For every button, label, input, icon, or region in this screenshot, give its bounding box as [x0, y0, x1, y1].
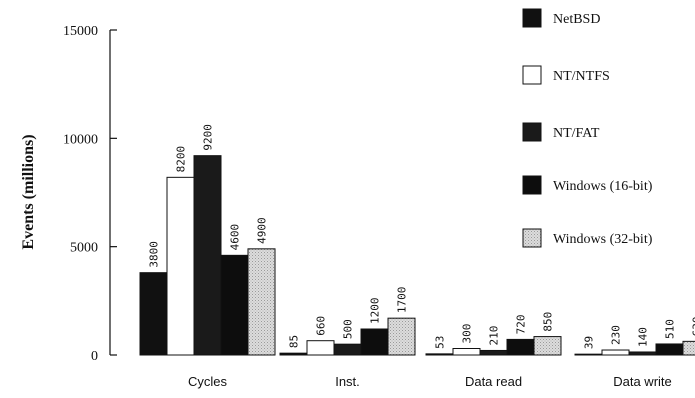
- bar-labels: 3800 8200 9200 4600 4900 85 660 500 1200 1700 53 30…: [147, 124, 695, 349]
- bar: [333, 343, 362, 356]
- bar-value-label: 85: [287, 335, 300, 348]
- bar: [655, 343, 684, 356]
- bar: [139, 272, 168, 356]
- bar: [682, 340, 695, 356]
- bar-value-label: 8200: [174, 146, 187, 173]
- legend-label: NT/FAT: [553, 126, 600, 141]
- legend-swatch: [522, 228, 542, 248]
- category-label: Inst.: [335, 374, 360, 389]
- legend-label: Windows (32-bit): [553, 232, 653, 247]
- bar-value-label: 210: [487, 326, 500, 346]
- category-label: Cycles: [188, 374, 228, 389]
- category-label: Data write: [613, 374, 672, 389]
- bar: [247, 248, 276, 356]
- bar-value-label: 500: [341, 319, 354, 339]
- bar-value-label: 230: [609, 325, 622, 345]
- y-ticks: 0 5000 10000 15000: [63, 24, 117, 364]
- bar-value-label: 1200: [368, 298, 381, 325]
- bar-value-label: 510: [663, 319, 676, 339]
- y-tick-label: 10000: [63, 132, 98, 147]
- bar: [628, 351, 657, 356]
- bar-value-label: 630: [690, 316, 695, 336]
- bar-value-label: 850: [541, 312, 554, 332]
- legend-swatch: [522, 122, 542, 142]
- legend-swatch: [522, 65, 542, 85]
- bar: [166, 176, 195, 356]
- bar-value-label: 300: [460, 324, 473, 344]
- bar-value-label: 660: [314, 316, 327, 336]
- y-axis-label: Events (millions): [20, 134, 37, 249]
- bar: [279, 352, 308, 356]
- bar-value-label: 4600: [228, 224, 241, 251]
- bars: [139, 155, 695, 356]
- legend-label: NT/NTFS: [553, 69, 610, 84]
- bar-value-label: 39: [582, 336, 595, 349]
- bar: [601, 349, 630, 356]
- bar: [452, 348, 481, 356]
- bar: [533, 336, 562, 356]
- category-labels: Cycles Inst. Data read Data write: [188, 374, 672, 389]
- bar: [479, 349, 508, 356]
- category-label: Data read: [465, 374, 522, 389]
- legend-label: Windows (16-bit): [553, 179, 653, 194]
- bar: [425, 353, 454, 356]
- bar-value-label: 1700: [395, 287, 408, 314]
- bar: [387, 317, 416, 356]
- bar: [220, 254, 249, 356]
- bar-value-label: 140: [636, 327, 649, 347]
- y-tick-label: 15000: [63, 24, 98, 39]
- bar: [574, 353, 603, 356]
- y-tick-label: 0: [91, 349, 98, 364]
- bar: [306, 340, 335, 356]
- bar-value-label: 4900: [255, 217, 268, 244]
- legend-label: NetBSD: [553, 12, 600, 27]
- bar: [193, 155, 222, 356]
- bar-value-label: 720: [514, 315, 527, 335]
- bar: [506, 338, 535, 356]
- bar-value-label: 3800: [147, 241, 160, 268]
- legend: NetBSD NT/NTFS NT/FAT Windows (16-bit) Windo…: [522, 8, 653, 248]
- bar: [360, 328, 389, 356]
- bar-value-label: 53: [433, 336, 446, 349]
- legend-swatch: [522, 175, 542, 195]
- bar-value-label: 9200: [201, 124, 214, 151]
- y-tick-label: 5000: [70, 241, 98, 256]
- legend-swatch: [522, 8, 542, 28]
